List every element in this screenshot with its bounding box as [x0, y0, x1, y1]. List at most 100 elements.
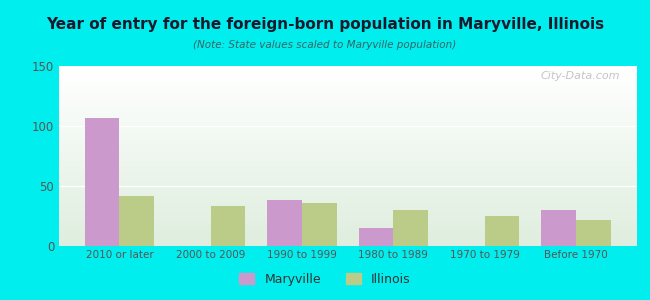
- Bar: [58, 157, 637, 158]
- Bar: [58, 162, 637, 163]
- Bar: [58, 211, 637, 212]
- Bar: [58, 186, 637, 187]
- Bar: [58, 78, 637, 79]
- Bar: [58, 73, 637, 74]
- Bar: [58, 131, 637, 132]
- Bar: [58, 169, 637, 170]
- Bar: [58, 191, 637, 192]
- Bar: [58, 137, 637, 138]
- Text: (Note: State values scaled to Maryville population): (Note: State values scaled to Maryville …: [194, 40, 456, 50]
- Bar: [485, 216, 519, 246]
- Bar: [58, 72, 637, 73]
- Bar: [211, 206, 246, 246]
- Bar: [58, 154, 637, 155]
- Bar: [58, 173, 637, 174]
- Bar: [58, 74, 637, 75]
- Bar: [58, 183, 637, 184]
- Bar: [58, 204, 637, 205]
- Bar: [302, 203, 337, 246]
- Bar: [58, 92, 637, 93]
- Bar: [58, 138, 637, 139]
- Bar: [58, 116, 637, 117]
- Bar: [58, 171, 637, 172]
- Bar: [58, 220, 637, 221]
- Bar: [58, 161, 637, 162]
- Bar: [58, 193, 637, 194]
- Bar: [58, 217, 637, 218]
- Bar: [58, 87, 637, 88]
- Bar: [58, 209, 637, 210]
- Bar: [58, 189, 637, 190]
- Bar: [58, 100, 637, 101]
- Bar: [58, 147, 637, 148]
- Bar: [58, 126, 637, 127]
- Bar: [58, 190, 637, 191]
- Bar: [58, 166, 637, 167]
- Bar: [58, 160, 637, 161]
- Bar: [58, 237, 637, 238]
- Bar: [58, 175, 637, 176]
- Bar: [58, 239, 637, 240]
- Bar: [58, 67, 637, 68]
- Bar: [58, 222, 637, 223]
- Bar: [58, 221, 637, 222]
- Bar: [84, 118, 120, 246]
- Bar: [58, 170, 637, 171]
- Bar: [58, 148, 637, 149]
- Bar: [58, 119, 637, 120]
- Bar: [58, 230, 637, 231]
- Bar: [58, 245, 637, 246]
- Bar: [58, 115, 637, 116]
- Bar: [58, 152, 637, 153]
- Bar: [58, 71, 637, 72]
- Bar: [58, 179, 637, 180]
- Bar: [58, 213, 637, 214]
- Bar: [58, 132, 637, 133]
- Bar: [58, 90, 637, 91]
- Bar: [58, 69, 637, 70]
- Bar: [58, 89, 637, 90]
- Bar: [58, 219, 637, 220]
- Bar: [58, 77, 637, 78]
- Text: Year of entry for the foreign-born population in Maryville, Illinois: Year of entry for the foreign-born popul…: [46, 16, 604, 32]
- Bar: [58, 155, 637, 156]
- Bar: [58, 224, 637, 225]
- Bar: [58, 160, 637, 161]
- Bar: [58, 225, 637, 226]
- Bar: [58, 169, 637, 170]
- Bar: [58, 198, 637, 199]
- Bar: [58, 216, 637, 217]
- Bar: [58, 121, 637, 122]
- Bar: [58, 199, 637, 200]
- Bar: [58, 207, 637, 208]
- Bar: [58, 244, 637, 245]
- Bar: [58, 197, 637, 198]
- Bar: [58, 129, 637, 130]
- Bar: [58, 136, 637, 137]
- Bar: [58, 81, 637, 82]
- Bar: [58, 196, 637, 197]
- Bar: [58, 99, 637, 100]
- Bar: [58, 174, 637, 175]
- Bar: [58, 182, 637, 183]
- Bar: [58, 185, 637, 186]
- Bar: [58, 97, 637, 98]
- Bar: [58, 163, 637, 164]
- Bar: [58, 143, 637, 144]
- Bar: [58, 120, 637, 121]
- Bar: [58, 167, 637, 168]
- Bar: [58, 200, 637, 201]
- Legend: Maryville, Illinois: Maryville, Illinois: [235, 268, 415, 291]
- Bar: [58, 234, 637, 235]
- Bar: [58, 227, 637, 228]
- Bar: [58, 112, 637, 113]
- Bar: [58, 76, 637, 77]
- Bar: [541, 210, 576, 246]
- Bar: [58, 242, 637, 243]
- Bar: [58, 188, 637, 189]
- Bar: [58, 86, 637, 87]
- Bar: [58, 144, 637, 145]
- Bar: [58, 128, 637, 129]
- Bar: [58, 95, 637, 96]
- Bar: [58, 125, 637, 126]
